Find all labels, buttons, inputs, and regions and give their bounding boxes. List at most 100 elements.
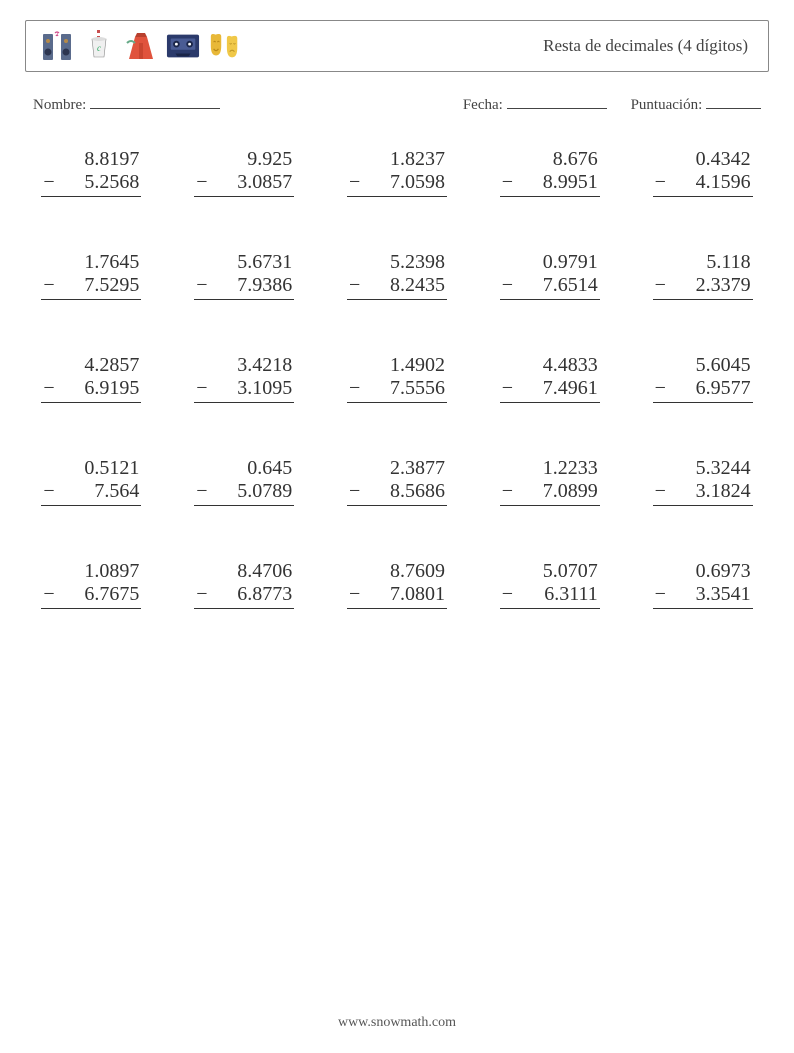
subtrahend-row: −3.1824 <box>653 480 753 506</box>
subtrahend: 5.2568 <box>84 171 139 193</box>
subtrahend-row: − 6.7675 <box>41 583 141 609</box>
minuend: 1.8237 <box>347 148 447 171</box>
problem: 1.8237−7.0598 <box>347 148 447 197</box>
subtrahend: 3.0857 <box>237 171 292 193</box>
cup-icon: c <box>82 29 116 63</box>
problem: 1.7645−7.5295 <box>41 251 141 300</box>
problem: 5.3244−3.1824 <box>653 457 753 506</box>
operation-symbol: − <box>653 583 666 606</box>
minuend: 8.7609 <box>347 560 447 583</box>
minuend: 1.0897 <box>41 560 141 583</box>
subtrahend-row: − 7.0899 <box>500 480 600 506</box>
problem: 0.645−5.0789 <box>194 457 294 506</box>
minuend: 4.2857 <box>41 354 141 377</box>
subtrahend-row: − 7.4961 <box>500 377 600 403</box>
date-label: Fecha: <box>463 97 503 113</box>
speakers-icon: ♪ <box>40 29 74 63</box>
problem: 8.7609− 7.0801 <box>347 560 447 609</box>
operation-symbol: − <box>347 480 360 503</box>
subtrahend: 3.3541 <box>696 583 751 605</box>
subtrahend-row: −7.5295 <box>41 274 141 300</box>
operation-symbol: − <box>41 377 54 400</box>
problem: 8.4706− 6.8773 <box>194 560 294 609</box>
problems-grid: 8.8197−5.25689.925−3.08571.8237−7.05988.… <box>25 142 769 615</box>
name-blank[interactable] <box>90 94 220 109</box>
score-field: Puntuación: <box>631 94 761 114</box>
operation-symbol: − <box>500 480 513 503</box>
operation-symbol: − <box>194 480 207 503</box>
operation-symbol: − <box>347 377 360 400</box>
subtrahend: 3.1824 <box>696 480 751 502</box>
score-blank[interactable] <box>706 94 761 109</box>
operation-symbol: − <box>500 583 513 606</box>
minuend: 2.3877 <box>347 457 447 480</box>
subtrahend-row: − 7.5556 <box>347 377 447 403</box>
problem: 1.2233− 7.0899 <box>500 457 600 506</box>
subtrahend-row: −8.9951 <box>500 171 600 197</box>
problem: 4.2857−6.9195 <box>41 354 141 403</box>
subtrahend: 7.4961 <box>543 377 598 399</box>
subtrahend-row: − 6.8773 <box>194 583 294 609</box>
header-box: ♪ c <box>25 20 769 72</box>
subtrahend-row: −2.3379 <box>653 274 753 300</box>
minuend: 3.4218 <box>194 354 294 377</box>
operation-symbol: − <box>347 583 360 606</box>
masks-icon <box>208 29 242 63</box>
problem: 4.4833− 7.4961 <box>500 354 600 403</box>
name-label: Nombre: <box>33 97 86 113</box>
minuend: 0.9791 <box>500 251 600 274</box>
subtrahend-row: −8.2435 <box>347 274 447 300</box>
subtrahend: 7.0899 <box>543 480 598 502</box>
problem: 0.6973− 3.3541 <box>653 560 753 609</box>
problem: 8.676−8.9951 <box>500 148 600 197</box>
problem: 0.9791−7.6514 <box>500 251 600 300</box>
problem: 5.6045−6.9577 <box>653 354 753 403</box>
minuend: 5.118 <box>653 251 753 274</box>
gate-icon <box>124 29 158 63</box>
problem: 5.118−2.3379 <box>653 251 753 300</box>
subtrahend-row: − 3.3541 <box>653 583 753 609</box>
problem: 1.0897− 6.7675 <box>41 560 141 609</box>
header-icons: ♪ c <box>40 29 242 63</box>
minuend: 4.4833 <box>500 354 600 377</box>
subtrahend: 7.5556 <box>390 377 445 399</box>
svg-text:c: c <box>97 43 101 53</box>
subtrahend: 7.0598 <box>390 171 445 193</box>
minuend: 0.6973 <box>653 560 753 583</box>
subtrahend-row: −3.1095 <box>194 377 294 403</box>
subtrahend: 7.5295 <box>84 274 139 296</box>
subtrahend: 8.2435 <box>390 274 445 296</box>
minuend: 5.6045 <box>653 354 753 377</box>
subtrahend: 6.8773 <box>237 583 292 605</box>
subtrahend: 6.7675 <box>84 583 139 605</box>
info-row: Nombre: Fecha: Puntuación: <box>25 94 769 114</box>
minuend: 0.5121 <box>41 457 141 480</box>
subtrahend-row: −3.0857 <box>194 171 294 197</box>
minuend: 8.4706 <box>194 560 294 583</box>
subtrahend: 8.5686 <box>390 480 445 502</box>
date-blank[interactable] <box>507 94 607 109</box>
operation-symbol: − <box>500 377 513 400</box>
subtrahend: 8.9951 <box>543 171 598 193</box>
footer-url: www.snowmath.com <box>0 1015 794 1031</box>
minuend: 1.2233 <box>500 457 600 480</box>
minuend: 0.4342 <box>653 148 753 171</box>
subtrahend: 7.0801 <box>390 583 445 605</box>
subtrahend: 7.564 <box>94 480 139 502</box>
subtrahend-row: −6.9195 <box>41 377 141 403</box>
problem: 5.0707−6.3111 <box>500 560 600 609</box>
subtrahend-row: −7.9386 <box>194 274 294 300</box>
subtrahend: 3.1095 <box>237 377 292 399</box>
problem: 5.6731−7.9386 <box>194 251 294 300</box>
subtrahend-row: −7.564 <box>41 480 141 506</box>
subtrahend: 5.0789 <box>237 480 292 502</box>
minuend: 5.0707 <box>500 560 600 583</box>
minuend: 1.7645 <box>41 251 141 274</box>
name-field: Nombre: <box>33 94 463 114</box>
operation-symbol: − <box>194 583 207 606</box>
subtrahend-row: − 7.0801 <box>347 583 447 609</box>
date-field: Fecha: <box>463 94 607 114</box>
operation-symbol: − <box>41 583 54 606</box>
problem: 0.4342−4.1596 <box>653 148 753 197</box>
operation-symbol: − <box>653 274 666 297</box>
